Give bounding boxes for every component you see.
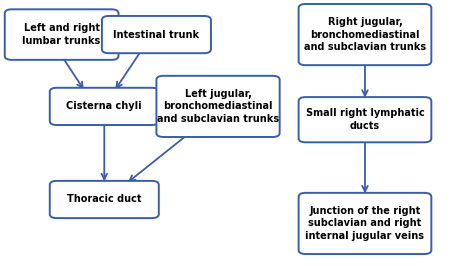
FancyBboxPatch shape bbox=[50, 181, 159, 218]
Text: Cisterna chyli: Cisterna chyli bbox=[66, 101, 142, 111]
FancyBboxPatch shape bbox=[299, 97, 431, 142]
Text: Intestinal trunk: Intestinal trunk bbox=[113, 30, 200, 40]
FancyBboxPatch shape bbox=[50, 88, 159, 125]
Text: Left and right
lumbar trunks: Left and right lumbar trunks bbox=[22, 23, 101, 46]
FancyBboxPatch shape bbox=[299, 193, 431, 254]
FancyBboxPatch shape bbox=[156, 76, 280, 137]
Text: Junction of the right
subclavian and right
internal jugular veins: Junction of the right subclavian and rig… bbox=[305, 206, 425, 241]
Text: Thoracic duct: Thoracic duct bbox=[67, 194, 142, 205]
FancyBboxPatch shape bbox=[102, 16, 211, 53]
Text: Left jugular,
bronchomediastinal
and subclavian trunks: Left jugular, bronchomediastinal and sub… bbox=[157, 89, 279, 124]
FancyBboxPatch shape bbox=[299, 4, 431, 65]
FancyBboxPatch shape bbox=[5, 9, 118, 60]
Text: Right jugular,
bronchomediastinal
and subclavian trunks: Right jugular, bronchomediastinal and su… bbox=[304, 17, 426, 52]
Text: Small right lymphatic
ducts: Small right lymphatic ducts bbox=[306, 109, 424, 131]
